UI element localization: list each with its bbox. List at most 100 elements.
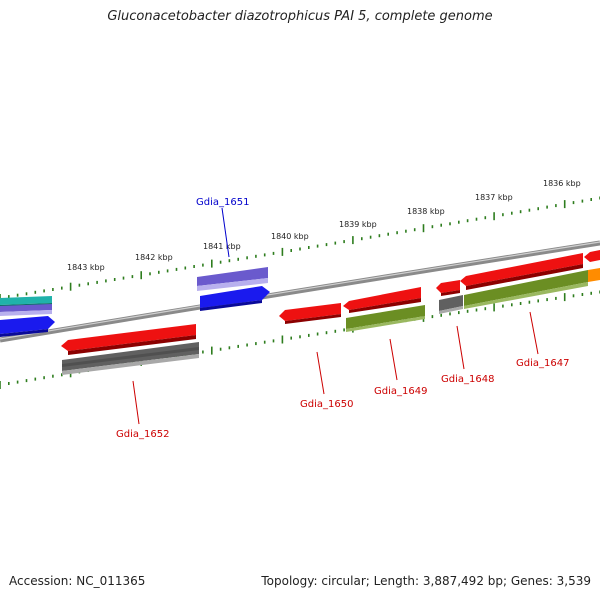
upper-scale-minor-tick [387,232,389,236]
upper-scale-minor-tick [175,267,178,271]
lower-scale-minor-tick [43,376,45,380]
upper-scale-minor-tick [396,231,398,235]
upper-scale-major-tick [281,247,284,256]
lower-scale-minor-tick [202,350,204,354]
upper-scale-minor-tick [263,253,266,257]
gene-label-gdia-1647[interactable]: Gdia_1647 [516,358,569,369]
upper-scale-major-tick [493,212,495,221]
lower-scale-minor-tick [519,302,522,305]
gene-gdia-1652-red[interactable] [61,324,196,355]
upper-scale-minor-tick [16,293,19,297]
gene-gdia-1648[interactable] [439,295,463,314]
upper-scale-minor-tick [228,259,231,263]
lower-scale-major-tick [493,303,495,312]
upper-scale-minor-tick [43,289,45,293]
lower-scale-minor-tick [237,344,239,348]
upper-scale-minor-tick [511,211,513,215]
lower-scale-minor-tick [228,346,231,350]
upper-scale-minor-tick [149,272,151,276]
scale-label-1842: 1842 kbp [135,253,173,262]
lower-scale-minor-tick [263,340,266,344]
gene-gdia-1651-purple[interactable] [197,267,268,291]
upper-scale-minor-tick [61,286,63,290]
upper-scale [0,196,600,302]
gene-purple-partial[interactable] [0,304,52,316]
map-title: Gluconacetobacter diazotrophicus PAI 5, … [107,9,493,24]
upper-scale-minor-tick [484,216,487,220]
upper-scale-minor-tick [290,249,292,252]
leader-gdia-1651 [221,207,230,258]
gene-label-gdia-1652[interactable]: Gdia_1652 [116,429,169,440]
upper-scale-minor-tick [466,219,469,223]
gene-gdia-1652[interactable] [62,342,199,375]
gene-gdia-1651[interactable] [200,286,270,311]
upper-scale-minor-tick [105,279,107,283]
lower-scale-minor-tick [334,329,337,333]
gene-red-right-edge[interactable] [584,250,600,262]
gene-red-1649-upper[interactable] [343,287,421,313]
lower-scale-minor-tick [590,291,592,295]
upper-scale-minor-tick [546,205,548,209]
lower-scale-minor-tick [466,309,469,313]
gene-gdia-1650[interactable] [279,303,341,324]
gene-gdia-1648-upper[interactable] [436,280,460,296]
upper-scale-minor-tick [343,240,345,244]
upper-scale-minor-tick [431,225,434,229]
lower-scale-minor-tick [511,303,513,307]
lower-scale-minor-tick [475,308,478,312]
lower-scale-minor-tick [290,336,292,340]
lower-scale-minor-tick [8,382,10,385]
upper-scale-minor-tick [334,241,337,245]
lower-scale-minor-tick [546,298,548,302]
upper-scale-minor-tick [25,292,28,296]
lower-scale-minor-tick [431,315,434,319]
upper-scale-minor-tick [34,290,37,294]
lower-scale-minor-tick [343,328,345,332]
lower-scale-minor-tick [449,312,451,316]
gene-label-gdia-1648[interactable]: Gdia_1648 [441,374,494,385]
upper-scale-minor-tick [219,260,222,264]
gene-label-gdia-1651[interactable]: Gdia_1651 [196,197,249,208]
gene-orange-partial[interactable] [588,268,600,282]
upper-scale-minor-tick [8,295,10,299]
lower-scale-minor-tick [537,299,539,303]
upper-scale-minor-tick [378,234,381,238]
upper-scale-major-tick [563,200,566,209]
scale-label-1843: 1843 kbp [67,263,105,272]
lower-scale-minor-tick [308,333,310,337]
lower-scale-minor-tick [299,335,301,339]
upper-scale-minor-tick [193,265,195,268]
lower-scale-major-tick [0,381,1,389]
gene-gdia-1647-upper[interactable] [460,253,583,290]
lower-scale-minor-tick [246,343,248,347]
upper-scale-minor-tick [555,204,557,208]
upper-scale-minor-tick [537,207,539,211]
gene-label-gdia-1650[interactable]: Gdia_1650 [300,399,353,410]
upper-scale-minor-tick [528,208,531,212]
lower-scale-minor-tick [61,373,63,377]
upper-scale-minor-tick [316,244,319,248]
gene-gdia-1647[interactable] [464,270,588,309]
lower-scale-minor-tick [325,331,328,335]
leader-gdia-1652 [132,380,140,425]
scale-label-1837: 1837 kbp [475,193,513,202]
leader-gdia-1647 [529,311,539,355]
upper-scale-minor-tick [87,282,89,286]
gene-gdia-1649[interactable] [346,305,425,332]
genome-summary-text: Topology: circular; Length: 3,887,492 bp… [261,574,591,588]
lower-scale-major-tick [563,293,566,302]
upper-scale-minor-tick [202,263,204,267]
lower-scale-minor-tick [528,300,531,304]
upper-scale-minor-tick [572,201,575,205]
upper-scale-minor-tick [581,199,584,203]
gene-blue-left[interactable] [0,316,55,337]
upper-scale-minor-tick [405,229,407,233]
lower-scale-minor-tick [16,380,19,384]
scale-label-1841: 1841 kbp [203,242,241,251]
gene-label-gdia-1649[interactable]: Gdia_1649 [374,386,427,397]
upper-scale-minor-tick [413,228,416,232]
leader-gdia-1649 [389,338,398,381]
upper-scale-minor-tick [158,270,160,274]
upper-scale-minor-tick [166,269,169,273]
leader-gdia-1648 [456,325,465,370]
